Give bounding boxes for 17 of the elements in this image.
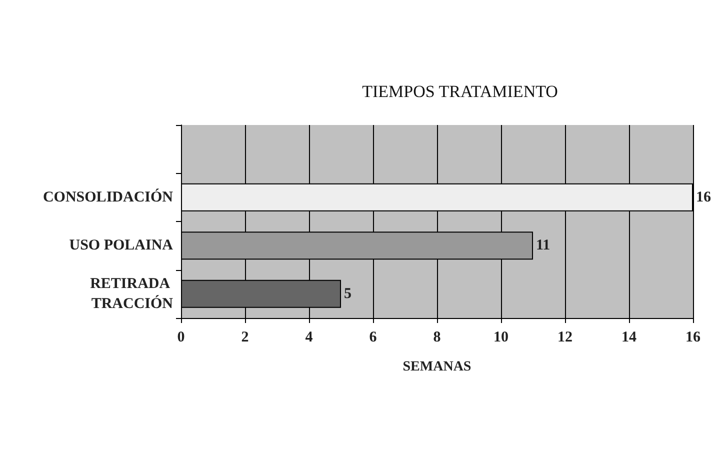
y-tick-label: RETIRADA TRACCIÓN: [90, 276, 174, 312]
x-tick-label: 10: [494, 330, 508, 346]
y-tick-label: CONSOLIDACIÓN: [42, 188, 174, 206]
x-axis-title: SEMANAS: [402, 360, 472, 374]
x-tick-label: 2: [241, 330, 249, 346]
data-label: 5: [344, 286, 352, 302]
x-tick-label: 14: [622, 330, 637, 346]
chart-title: TIEMPOS TRATAMIENTO: [362, 82, 558, 101]
x-tick-label: 6: [369, 330, 378, 346]
data-label: 16: [696, 189, 712, 206]
x-tick-label: 8: [433, 330, 441, 346]
x-tick-label: 0: [177, 330, 185, 346]
y-tick-label: USO POLAINA: [69, 238, 174, 254]
x-tick-label: 12: [558, 330, 572, 346]
data-label: 11: [536, 238, 550, 254]
x-tick-label: 4: [305, 330, 314, 346]
x-tick-label: 16: [686, 330, 701, 346]
